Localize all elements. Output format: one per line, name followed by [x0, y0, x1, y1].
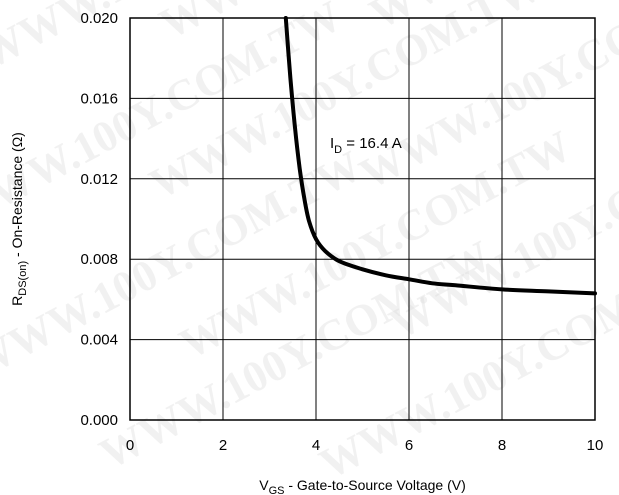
y-axis-title-rest: - On-Resistance (Ω) [9, 132, 25, 261]
y-tick-label: 0.016 [80, 90, 118, 107]
x-tick-label: 0 [126, 437, 134, 454]
y-axis-title-main: R [9, 296, 25, 306]
y-axis-title: RDS(on) - On-Resistance (Ω) [9, 132, 29, 306]
annotation-sub: D [334, 144, 342, 156]
x-tick-labels: 0 2 4 6 8 10 [126, 437, 604, 454]
x-tick-label: 8 [498, 437, 506, 454]
x-tick-label: 4 [312, 437, 320, 454]
x-axis-title-rest: - Gate-to-Source Voltage (V) [284, 477, 465, 493]
y-tick-label: 0.000 [80, 412, 118, 429]
grid [130, 18, 595, 420]
y-tick-labels: 0.000 0.004 0.008 0.012 0.016 0.020 [80, 10, 118, 429]
annotation-rest: = 16.4 A [342, 135, 402, 152]
y-tick-label: 0.004 [80, 332, 118, 349]
x-axis-title: VGS - Gate-to-Source Voltage (V) [259, 477, 466, 495]
plot-frame [129, 17, 596, 421]
y-tick-label: 0.020 [80, 10, 118, 27]
y-axis-title-sub: DS(on) [17, 261, 29, 296]
y-tick-label: 0.012 [80, 171, 118, 188]
x-axis-title-main: V [259, 477, 269, 493]
series-line [283, 16, 597, 296]
annotation-current: ID = 16.4 A [330, 135, 402, 156]
x-tick-label: 6 [405, 437, 413, 454]
x-tick-label: 2 [219, 437, 227, 454]
x-axis-title-sub: GS [269, 485, 285, 495]
y-tick-label: 0.008 [80, 251, 118, 268]
annotation-main: I [330, 135, 334, 152]
x-tick-label: 10 [587, 437, 604, 454]
